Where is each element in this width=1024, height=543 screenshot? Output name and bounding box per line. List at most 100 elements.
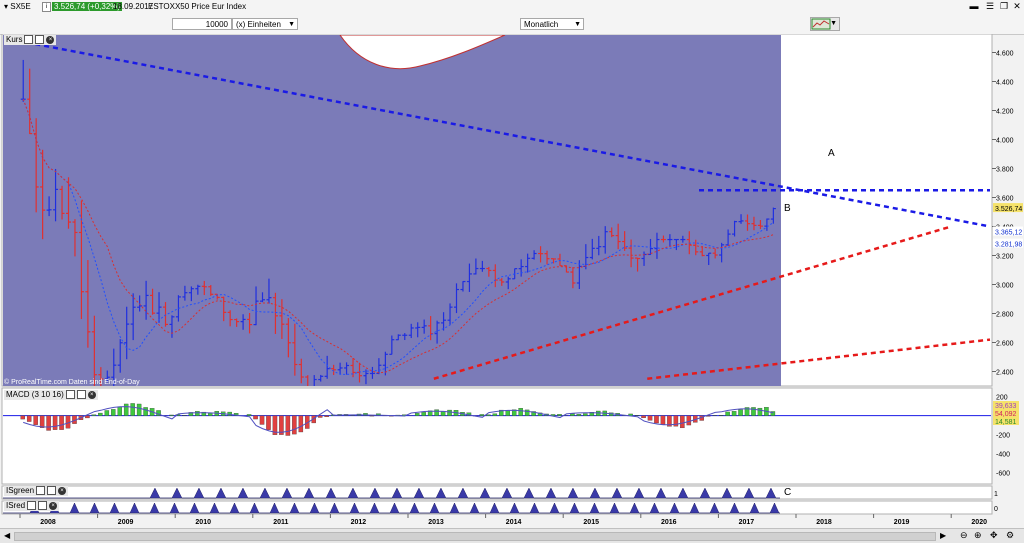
price-tick-label: 3.600 <box>996 196 1014 203</box>
time-tick-label: 2019 <box>894 519 910 526</box>
price-tick-label: 3.200 <box>996 254 1014 261</box>
macd-bar <box>641 416 645 418</box>
macd-bar <box>654 416 658 423</box>
price-tick-label: 4.400 <box>996 80 1014 87</box>
time-tick-label: 2020 <box>971 519 987 526</box>
chart-style-button[interactable]: ▼ <box>810 17 840 31</box>
time-tick-label: 2015 <box>583 519 599 526</box>
macd-bar <box>751 407 755 415</box>
macd-bar <box>577 414 581 415</box>
price-tick-label: 3.800 <box>996 167 1014 174</box>
time-tick-label: 2009 <box>118 519 134 526</box>
kurs-label: Kurs <box>6 35 22 44</box>
macd-bar <box>59 416 63 430</box>
wrench-icon[interactable] <box>36 486 45 495</box>
price-axis: 4.6004.4004.2004.0003.8003.6003.4003.200… <box>992 51 1023 377</box>
instrument-name: ESTOXX50 Price Eur Index <box>148 2 246 11</box>
info-icon[interactable]: i <box>42 2 51 12</box>
macd-bar <box>105 410 109 415</box>
macd-bar <box>260 416 264 425</box>
macd-bar <box>726 412 730 416</box>
ma2-value: 3.281,98 <box>995 242 1022 249</box>
isred-label: ISred <box>6 501 25 510</box>
price-tick-label: 2.400 <box>996 370 1014 377</box>
macd-bar <box>680 416 684 428</box>
macd-bar <box>758 408 762 416</box>
macd-bar <box>21 416 25 419</box>
zoom-out-icon[interactable]: ⊖ <box>960 530 968 541</box>
macd-bar <box>92 415 96 416</box>
macd-bar <box>169 415 173 416</box>
wrench-icon[interactable] <box>24 35 33 44</box>
price-tick-label: 4.000 <box>996 138 1014 145</box>
wrench-icon[interactable] <box>27 501 36 510</box>
macd-bar <box>208 413 212 415</box>
close-icon[interactable]: ✕ <box>1011 1 1023 12</box>
close-icon[interactable]: × <box>88 391 96 399</box>
kurs-panel-header: Kurs × <box>4 35 56 45</box>
title-bar: ▾ SX5E i 3.526,74 (+0,32%) 18.09.2017 ES… <box>0 0 1024 15</box>
time-tick-label: 2018 <box>816 519 832 526</box>
symbol-label: SX5E <box>10 2 30 11</box>
time-tick-label: 2012 <box>351 519 367 526</box>
macd-bar <box>124 404 128 416</box>
macd-bar <box>447 410 451 416</box>
price-panel-background <box>3 35 781 386</box>
macd-bar <box>493 414 497 416</box>
order-toolbar: 10000 (x) Einheiten ▼ Monatlich▼ ▼ <box>0 14 1024 35</box>
macd-bar <box>195 411 199 415</box>
macd-bar <box>286 416 290 436</box>
macd-bar <box>687 416 691 425</box>
macd-value: 54,092 <box>995 411 1017 418</box>
menu-icon[interactable]: ☰ <box>984 1 996 12</box>
time-tick-label: 2016 <box>661 519 677 526</box>
macd-bar <box>738 410 742 416</box>
window-icon[interactable] <box>77 390 86 399</box>
macd-value: 39,633 <box>995 403 1017 410</box>
window-icon[interactable] <box>38 501 47 510</box>
isgreen-panel-header: ISgreen × <box>4 486 68 496</box>
macd-bar <box>422 412 426 415</box>
macd-value: 14,581 <box>995 419 1017 426</box>
symbol-dropdown[interactable]: ▾ SX5E <box>4 2 31 11</box>
scrollbar-track[interactable] <box>14 532 936 541</box>
watermark: © ProRealTime.com Daten sind End-of-Day <box>4 379 140 386</box>
price-badge: 3.526,74 (+0,32%) <box>52 2 122 11</box>
units-label: (x) Einheiten <box>236 20 281 29</box>
time-tick-label: 2014 <box>506 519 522 526</box>
settings-icon[interactable]: ⚙ <box>1006 530 1014 541</box>
scroll-left-icon[interactable]: ◀ <box>4 531 10 540</box>
macd-bar <box>40 416 44 428</box>
scroll-right-icon[interactable]: ▶ <box>940 531 946 540</box>
time-tick-label: 2008 <box>40 519 56 526</box>
close-icon[interactable]: × <box>58 487 66 495</box>
isgreen-label: ISgreen <box>6 486 34 495</box>
close-icon[interactable]: × <box>49 502 57 510</box>
macd-bar <box>732 411 736 415</box>
macd-bar <box>583 414 587 416</box>
isgreen-value: 1 <box>994 491 998 498</box>
macd-bar <box>118 407 122 416</box>
pan-icon[interactable]: ✥ <box>990 530 998 541</box>
window-icon[interactable] <box>35 35 44 44</box>
horizontal-scrollbar[interactable]: ◀ ▶ ⊖ ⊕ ✥ ⚙ <box>0 528 1024 543</box>
restore-icon[interactable]: ❐ <box>998 1 1010 12</box>
quantity-field[interactable]: 10000 <box>172 18 232 30</box>
macd-bar <box>53 416 57 430</box>
units-select[interactable]: (x) Einheiten ▼ <box>232 18 298 30</box>
period-select[interactable]: Monatlich▼ <box>520 18 584 30</box>
macd-bar <box>98 413 102 416</box>
chart-area[interactable]: 4.6004.4004.2004.0003.8003.6003.4003.200… <box>0 34 1024 528</box>
macd-label: MACD (3 10 16) <box>6 390 64 399</box>
wrench-icon[interactable] <box>66 390 75 399</box>
annotation-c: C <box>784 487 791 498</box>
window-icon[interactable] <box>47 486 56 495</box>
zoom-in-icon[interactable]: ⊕ <box>974 530 982 541</box>
macd-panel-header: MACD (3 10 16) × <box>4 390 98 400</box>
minimize-icon[interactable]: ▬ <box>968 1 980 12</box>
chevron-down-icon: ▼ <box>288 19 295 31</box>
macd-bar <box>519 408 523 415</box>
chevron-down-icon: ▼ <box>830 18 837 30</box>
close-icon[interactable]: × <box>46 36 54 44</box>
